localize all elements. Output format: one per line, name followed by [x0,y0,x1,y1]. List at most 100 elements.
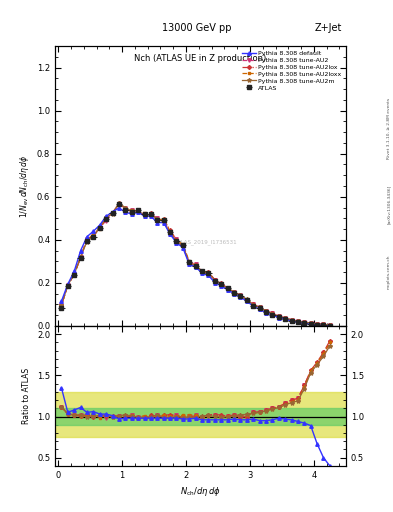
Pythia 8.308 tune-AU2lox [225,285,230,291]
Pythia 8.308 default [219,283,224,289]
Pythia 8.308 tune-AU2lox [321,322,326,328]
Pythia 8.308 tune-AU2m [187,260,192,266]
Pythia 8.308 tune-AU2lox [187,260,192,266]
Pythia 8.308 tune-AU2loxx [270,310,275,316]
Pythia 8.308 tune-AU2m [219,281,224,287]
Pythia 8.308 tune-AU2 [136,207,140,213]
Pythia 8.308 tune-AU2m [110,211,115,217]
Pythia 8.308 tune-AU2 [251,302,255,308]
Pythia 8.308 tune-AU2lox [251,302,255,308]
Pythia 8.308 tune-AU2loxx [149,212,153,219]
Pythia 8.308 tune-AU2m [276,313,281,319]
Pythia 8.308 tune-AU2loxx [327,322,332,328]
Pythia 8.308 tune-AU2m [206,269,211,275]
Pythia 8.308 tune-AU2 [327,322,332,328]
Pythia 8.308 tune-AU2lox [309,320,313,326]
Pythia 8.308 tune-AU2 [264,308,268,314]
Pythia 8.308 tune-AU2lox [244,297,249,303]
Pythia 8.308 default [142,213,147,219]
Pythia 8.308 tune-AU2m [59,303,64,309]
Pythia 8.308 tune-AU2m [104,215,108,221]
Pythia 8.308 tune-AU2 [123,205,128,211]
Pythia 8.308 default [296,319,300,326]
Pythia 8.308 tune-AU2m [155,216,160,222]
Pythia 8.308 default [244,298,249,304]
Pythia 8.308 default [123,209,128,215]
Pythia 8.308 tune-AU2loxx [91,231,96,238]
Pythia 8.308 tune-AU2lox [149,209,153,216]
Pythia 8.308 tune-AU2lox [129,208,134,215]
Pythia 8.308 tune-AU2 [91,233,96,239]
Pythia 8.308 default [84,233,89,240]
Pythia 8.308 tune-AU2loxx [66,282,70,288]
Pythia 8.308 tune-AU2 [270,310,275,316]
Pythia 8.308 default [302,321,307,327]
Pythia 8.308 tune-AU2loxx [231,289,236,295]
Pythia 8.308 tune-AU2 [187,259,192,265]
Pythia 8.308 tune-AU2 [283,315,287,321]
Pythia 8.308 tune-AU2lox [257,304,262,310]
Pythia 8.308 tune-AU2loxx [296,318,300,325]
Line: Pythia 8.308 tune-AU2lox: Pythia 8.308 tune-AU2lox [60,202,331,327]
Pythia 8.308 tune-AU2 [142,212,147,219]
Pythia 8.308 tune-AU2 [315,321,320,327]
Pythia 8.308 tune-AU2loxx [289,317,294,323]
Pythia 8.308 tune-AU2 [59,303,64,309]
Y-axis label: Ratio to ATLAS: Ratio to ATLAS [22,368,31,424]
Pythia 8.308 tune-AU2lox [219,280,224,286]
Pythia 8.308 tune-AU2loxx [302,319,307,325]
Pythia 8.308 tune-AU2loxx [142,210,147,216]
Pythia 8.308 tune-AU2m [238,292,243,298]
Pythia 8.308 tune-AU2lox [174,237,179,243]
Pythia 8.308 default [327,323,332,329]
Pythia 8.308 tune-AU2m [66,282,70,288]
Pythia 8.308 tune-AU2lox [270,310,275,316]
Pythia 8.308 tune-AU2loxx [104,214,108,220]
Pythia 8.308 tune-AU2loxx [244,296,249,303]
Pythia 8.308 tune-AU2 [206,270,211,276]
Pythia 8.308 default [283,316,287,323]
Pythia 8.308 tune-AU2lox [104,216,108,222]
Pythia 8.308 tune-AU2loxx [136,208,140,214]
Pythia 8.308 tune-AU2 [213,276,217,283]
Pythia 8.308 tune-AU2m [309,320,313,326]
Pythia 8.308 tune-AU2 [200,268,204,274]
Pythia 8.308 tune-AU2m [129,208,134,214]
Pythia 8.308 tune-AU2loxx [200,269,204,275]
Pythia 8.308 default [97,222,102,228]
Pythia 8.308 tune-AU2m [123,205,128,211]
Pythia 8.308 tune-AU2loxx [180,241,185,247]
Pythia 8.308 tune-AU2loxx [219,282,224,288]
Pythia 8.308 tune-AU2m [200,268,204,274]
Pythia 8.308 tune-AU2lox [117,200,121,206]
Line: Pythia 8.308 default: Pythia 8.308 default [60,206,332,328]
Pythia 8.308 default [251,303,255,309]
Pythia 8.308 tune-AU2loxx [129,207,134,214]
Pythia 8.308 tune-AU2 [180,243,185,249]
Pythia 8.308 default [309,321,313,327]
Pythia 8.308 tune-AU2lox [283,315,287,321]
Pythia 8.308 tune-AU2loxx [110,210,115,217]
Pythia 8.308 default [59,298,64,304]
Pythia 8.308 tune-AU2 [309,320,313,326]
Pythia 8.308 tune-AU2m [193,264,198,270]
Pythia 8.308 tune-AU2lox [97,224,102,230]
Pythia 8.308 tune-AU2loxx [321,322,326,328]
Pythia 8.308 default [180,245,185,251]
Pythia 8.308 tune-AU2loxx [213,278,217,284]
Pythia 8.308 tune-AU2m [302,319,307,325]
Pythia 8.308 default [117,205,121,211]
Text: 13000 GeV pp: 13000 GeV pp [162,23,231,33]
Pythia 8.308 default [289,318,294,324]
Pythia 8.308 tune-AU2lox [296,318,300,324]
Pythia 8.308 tune-AU2 [129,207,134,213]
Pythia 8.308 default [213,280,217,286]
Pythia 8.308 tune-AU2 [302,319,307,325]
Pythia 8.308 tune-AU2lox [91,234,96,241]
Pythia 8.308 tune-AU2loxx [193,262,198,268]
Pythia 8.308 tune-AU2m [136,207,140,214]
Pythia 8.308 tune-AU2lox [142,212,147,218]
Pythia 8.308 tune-AU2lox [193,262,198,268]
Pythia 8.308 tune-AU2 [78,254,83,260]
Pythia 8.308 tune-AU2 [276,313,281,319]
